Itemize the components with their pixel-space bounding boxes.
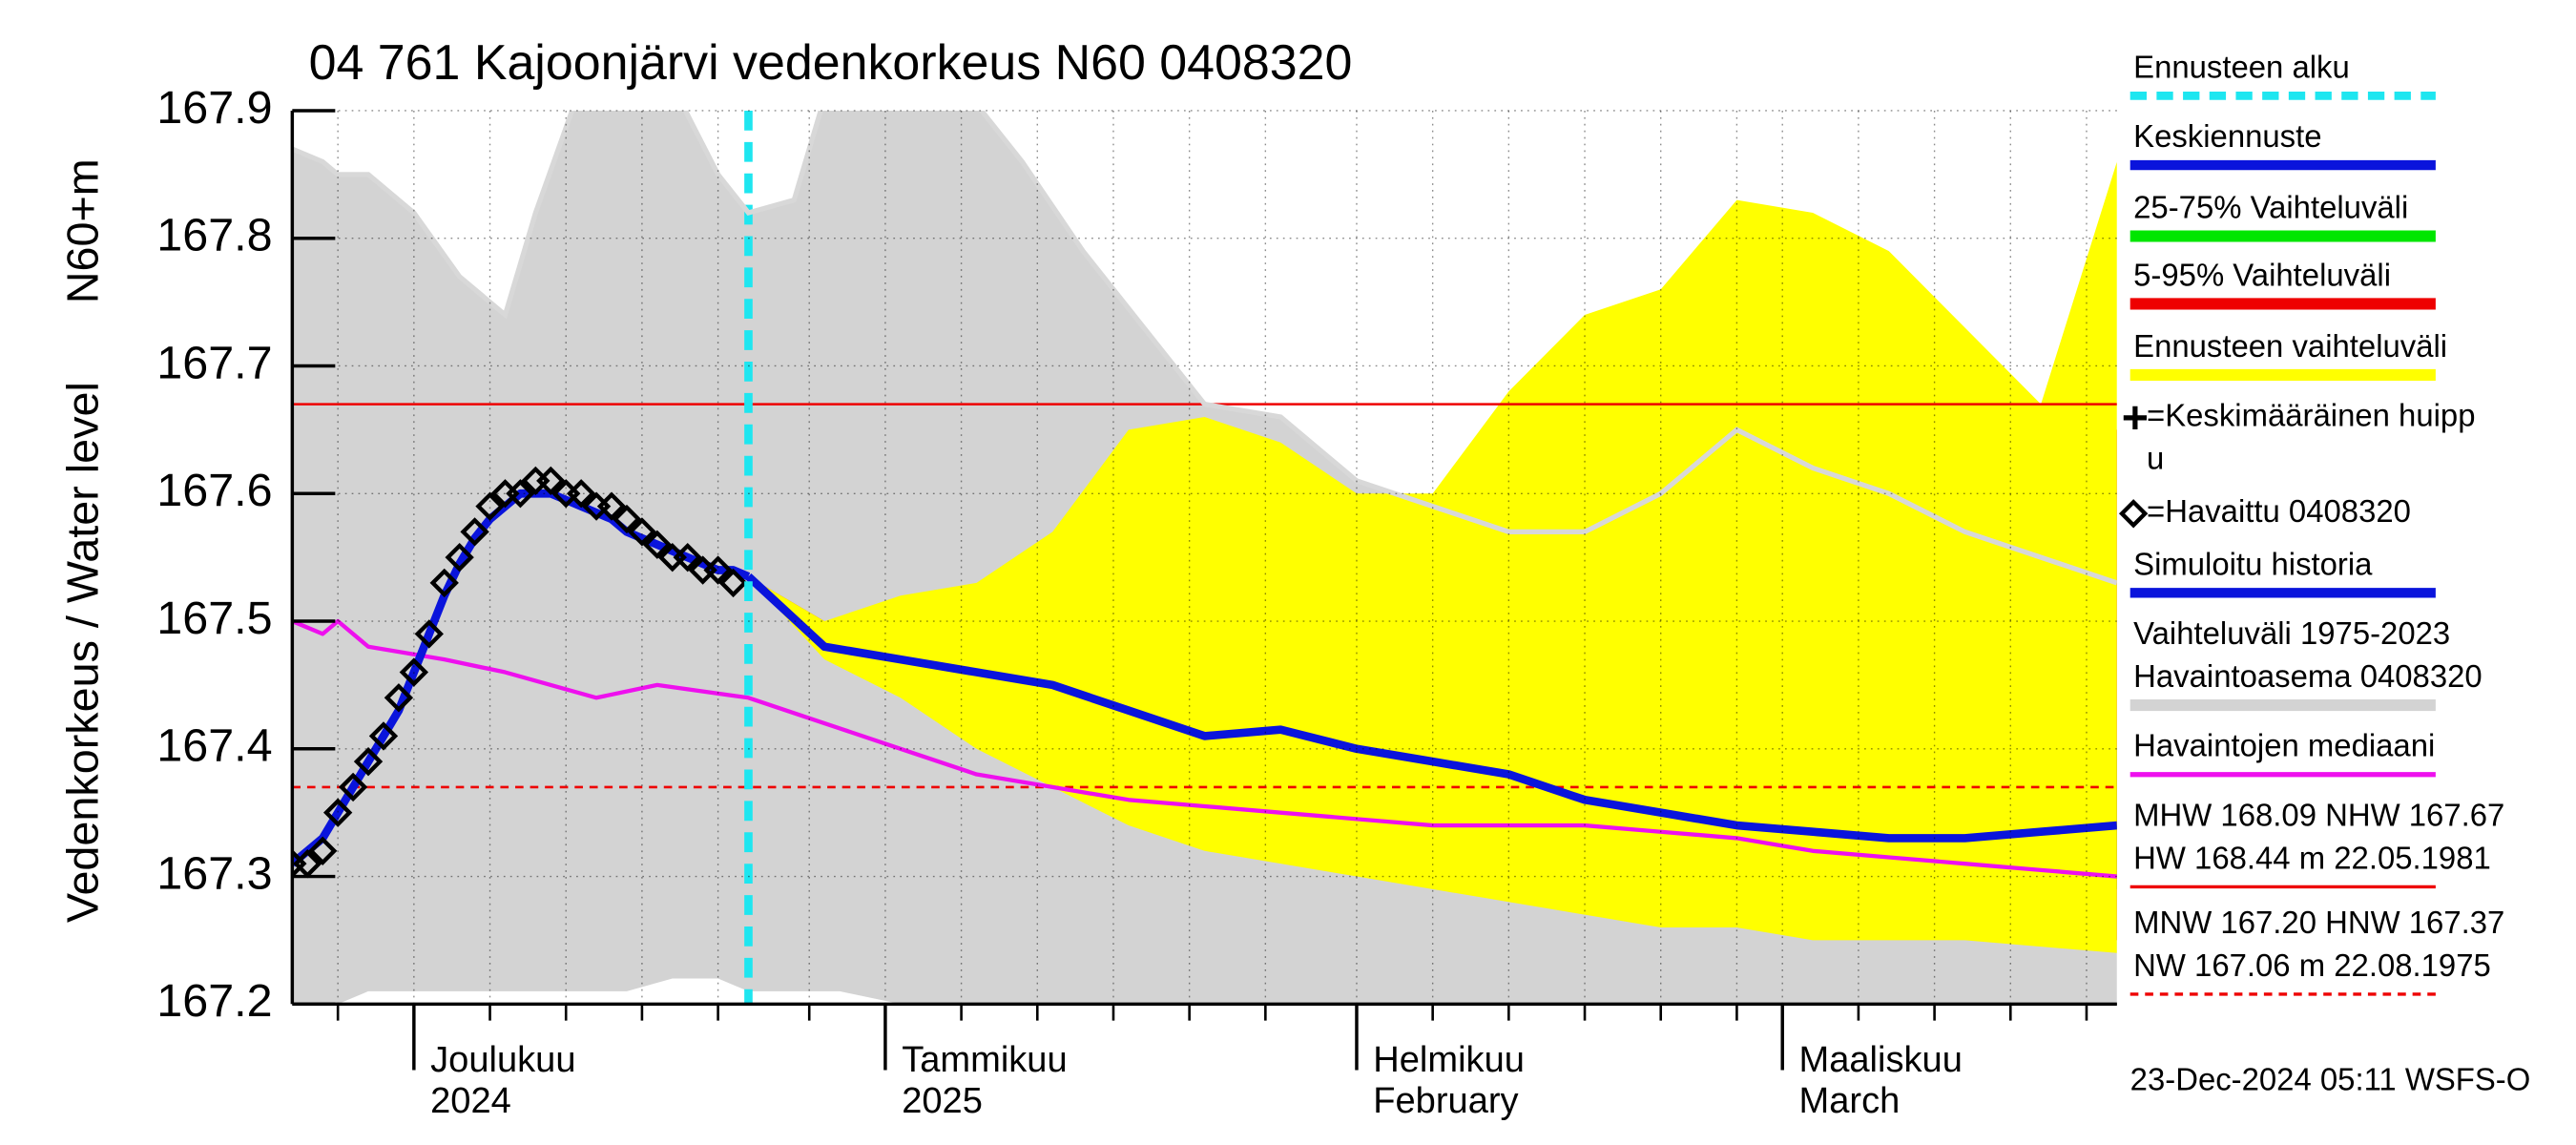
legend-label: NW 167.06 m 22.08.1975 (2133, 947, 2491, 983)
y-axis-unit: N60+m (57, 158, 107, 303)
observed-point (460, 517, 489, 547)
observed-point (673, 542, 702, 572)
x-tick-label: Tammikuu (902, 1040, 1067, 1080)
legend: Ennusteen alku Keskiennuste 25-75% Vaihtel… (2118, 49, 2504, 996)
observed-point (627, 517, 657, 547)
y-tick-label: 167.4 (156, 720, 272, 772)
x-tick-label: Helmikuu (1373, 1040, 1525, 1080)
legend-label: Havaintojen mediaani (2133, 728, 2435, 763)
legend-label: Ennusteen alku (2133, 49, 2350, 84)
observed-point (353, 746, 384, 777)
x-tick-label: February (1373, 1081, 1518, 1121)
layer (292, 489, 2117, 867)
x-tick-label: 2025 (902, 1081, 983, 1121)
y-tick-label: 167.3 (156, 847, 272, 899)
y-tick-label: 167.7 (156, 337, 272, 388)
y-tick-label: 167.9 (156, 82, 272, 134)
observed-point (338, 772, 368, 802)
observed-point (475, 491, 505, 521)
x-tick-label: Joulukuu (430, 1040, 575, 1080)
legend-label: HW 168.44 m 22.05.1981 (2133, 840, 2491, 875)
observed-point (718, 568, 748, 598)
legend-marker (2118, 499, 2149, 529)
layer (292, 110, 2117, 586)
legend-label: MHW 168.09 NHW 167.67 (2133, 797, 2504, 832)
observed-point (368, 721, 399, 751)
observed-point (429, 568, 459, 598)
observed-point (399, 657, 429, 687)
layer (748, 161, 2117, 953)
observed-point (384, 683, 414, 713)
legend-label: Simuloitu historia (2133, 546, 2373, 581)
legend-label: =Havaittu 0408320 (2147, 493, 2411, 529)
chart-title: 04 761 Kajoonjärvi vedenkorkeus N60 0408… (309, 35, 1353, 91)
legend-label: 5-95% Vaihteluväli (2133, 257, 2391, 292)
series-line (292, 618, 2117, 879)
observed-point (642, 530, 673, 559)
y-tick-label: 167.8 (156, 210, 272, 261)
legend-label: Ennusteen vaihteluväli (2133, 328, 2447, 364)
observed-point (414, 619, 444, 649)
observed-point (703, 555, 733, 585)
plot-area (292, 110, 2117, 1005)
y-axis-label: Vedenkorkeus / Water level (57, 382, 107, 923)
y-tick-label: 167.5 (156, 593, 272, 644)
x-tick-label: Maaliskuu (1799, 1040, 1963, 1080)
footer: 23-Dec-2024 05:11 WSFS-O (2130, 1061, 2531, 1096)
observed-point (308, 836, 338, 865)
legend-label: Vaihteluväli 1975-2023 (2133, 615, 2450, 651)
legend-label: u (2147, 441, 2164, 476)
legend-marker (2123, 406, 2147, 430)
axes: 167.2 167.3 167.4 167.5 167.6 167.7 167.8 167.9… (156, 82, 2117, 1121)
observed-point (322, 798, 353, 827)
legend-label: 25-75% Vaihteluväli (2133, 189, 2408, 224)
observed-point (566, 479, 596, 509)
x-tick-label: March (1799, 1081, 1901, 1121)
range-upper-edge (292, 110, 2117, 586)
observed-point (596, 491, 627, 521)
legend-label: MNW 167.20 HNW 167.37 (2133, 905, 2504, 940)
y-tick-label: 167.6 (156, 465, 272, 516)
x-tick-label: 2024 (430, 1081, 511, 1121)
y-tick-label: 167.2 (156, 975, 272, 1027)
series-line (745, 573, 2117, 843)
legend-label: Havaintoasema 0408320 (2133, 658, 2483, 694)
layer (292, 618, 2117, 879)
observed-point (536, 466, 566, 496)
series-line (292, 489, 751, 867)
legend-label: =Keskimääräinen huipp (2147, 398, 2476, 433)
range-band (748, 161, 2117, 953)
observed-point (445, 542, 474, 572)
legend-label: Keskiennuste (2133, 118, 2321, 154)
observed-point (612, 504, 642, 534)
observed-point (506, 479, 535, 509)
